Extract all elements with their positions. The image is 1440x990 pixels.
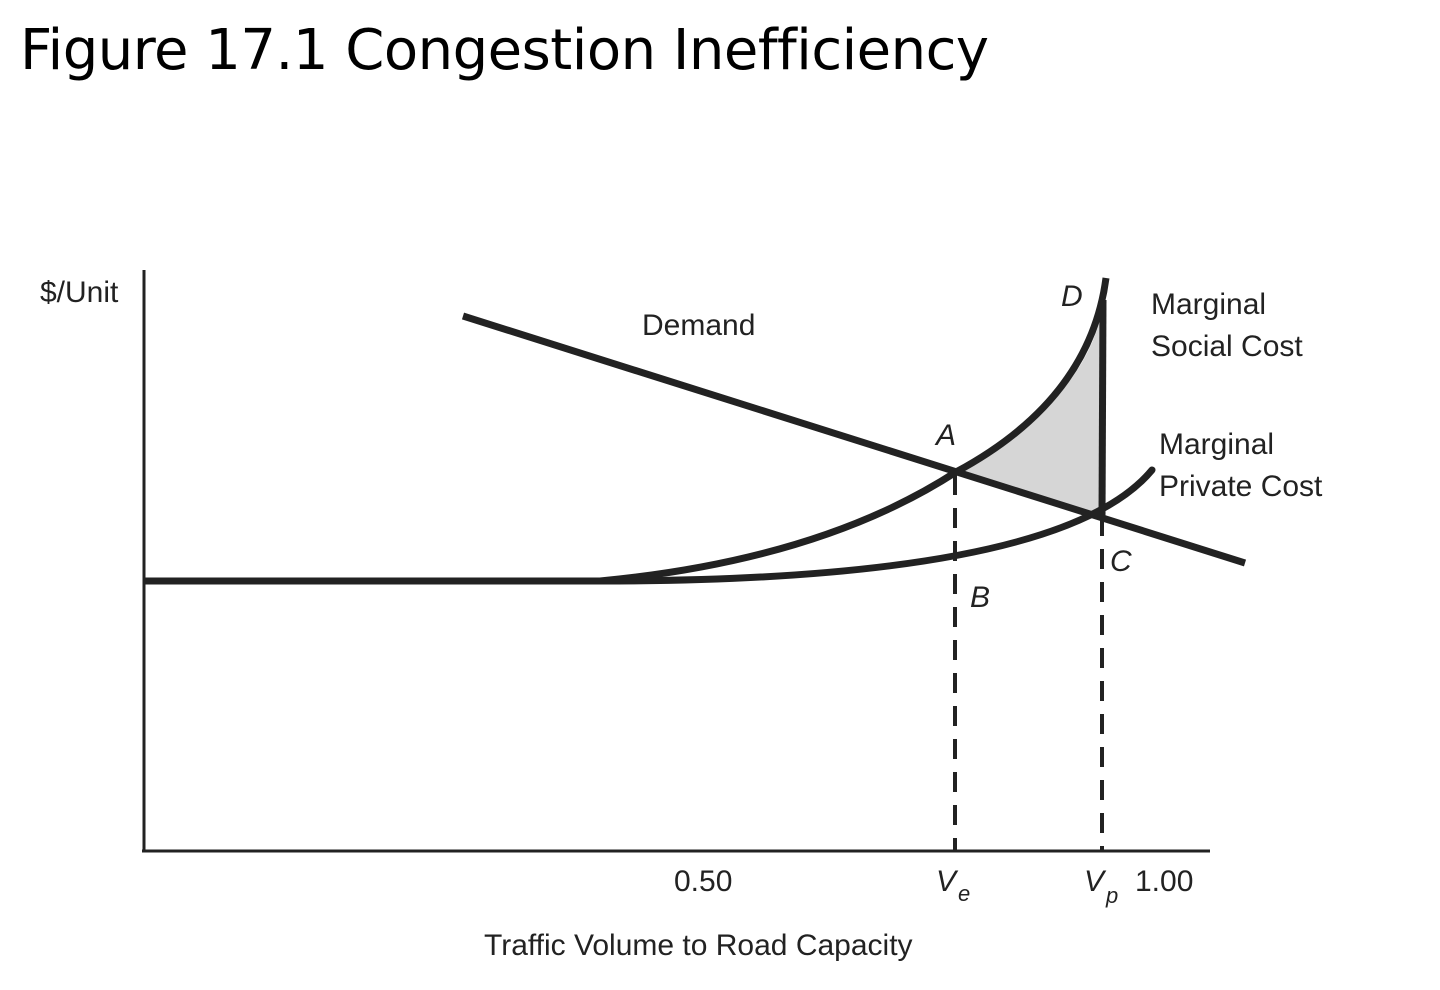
marginal-social-cost-curve	[599, 277, 1110, 585]
x-axis-label: Traffic Volume to Road Capacity	[484, 929, 913, 962]
mpc-label-line1: Marginal	[1159, 428, 1274, 461]
mpc-label-line2: Private Cost	[1159, 470, 1323, 503]
y-axis-label: $/Unit	[40, 276, 119, 309]
figure-title: Figure 17.1 Congestion Inefficiency	[20, 18, 989, 83]
x-tick-100: 1.00	[1135, 865, 1193, 898]
ve-label: Ve	[936, 865, 970, 906]
msc-label-line2: Social Cost	[1151, 330, 1303, 363]
point-c-label: C	[1110, 545, 1132, 578]
point-b-label: B	[970, 581, 990, 614]
point-d-label: D	[1061, 280, 1083, 313]
x-tick-050: 0.50	[674, 865, 732, 898]
marginal-private-cost-curve	[596, 466, 1156, 585]
msc-label-line1: Marginal	[1151, 288, 1266, 321]
deadweight-loss-area	[956, 300, 1104, 515]
point-a-label: A	[934, 419, 956, 452]
capacity-vertical-line	[1098, 299, 1107, 519]
demand-curve	[461, 312, 1247, 567]
vp-label: Vp	[1084, 865, 1118, 908]
demand-label: Demand	[642, 309, 755, 342]
